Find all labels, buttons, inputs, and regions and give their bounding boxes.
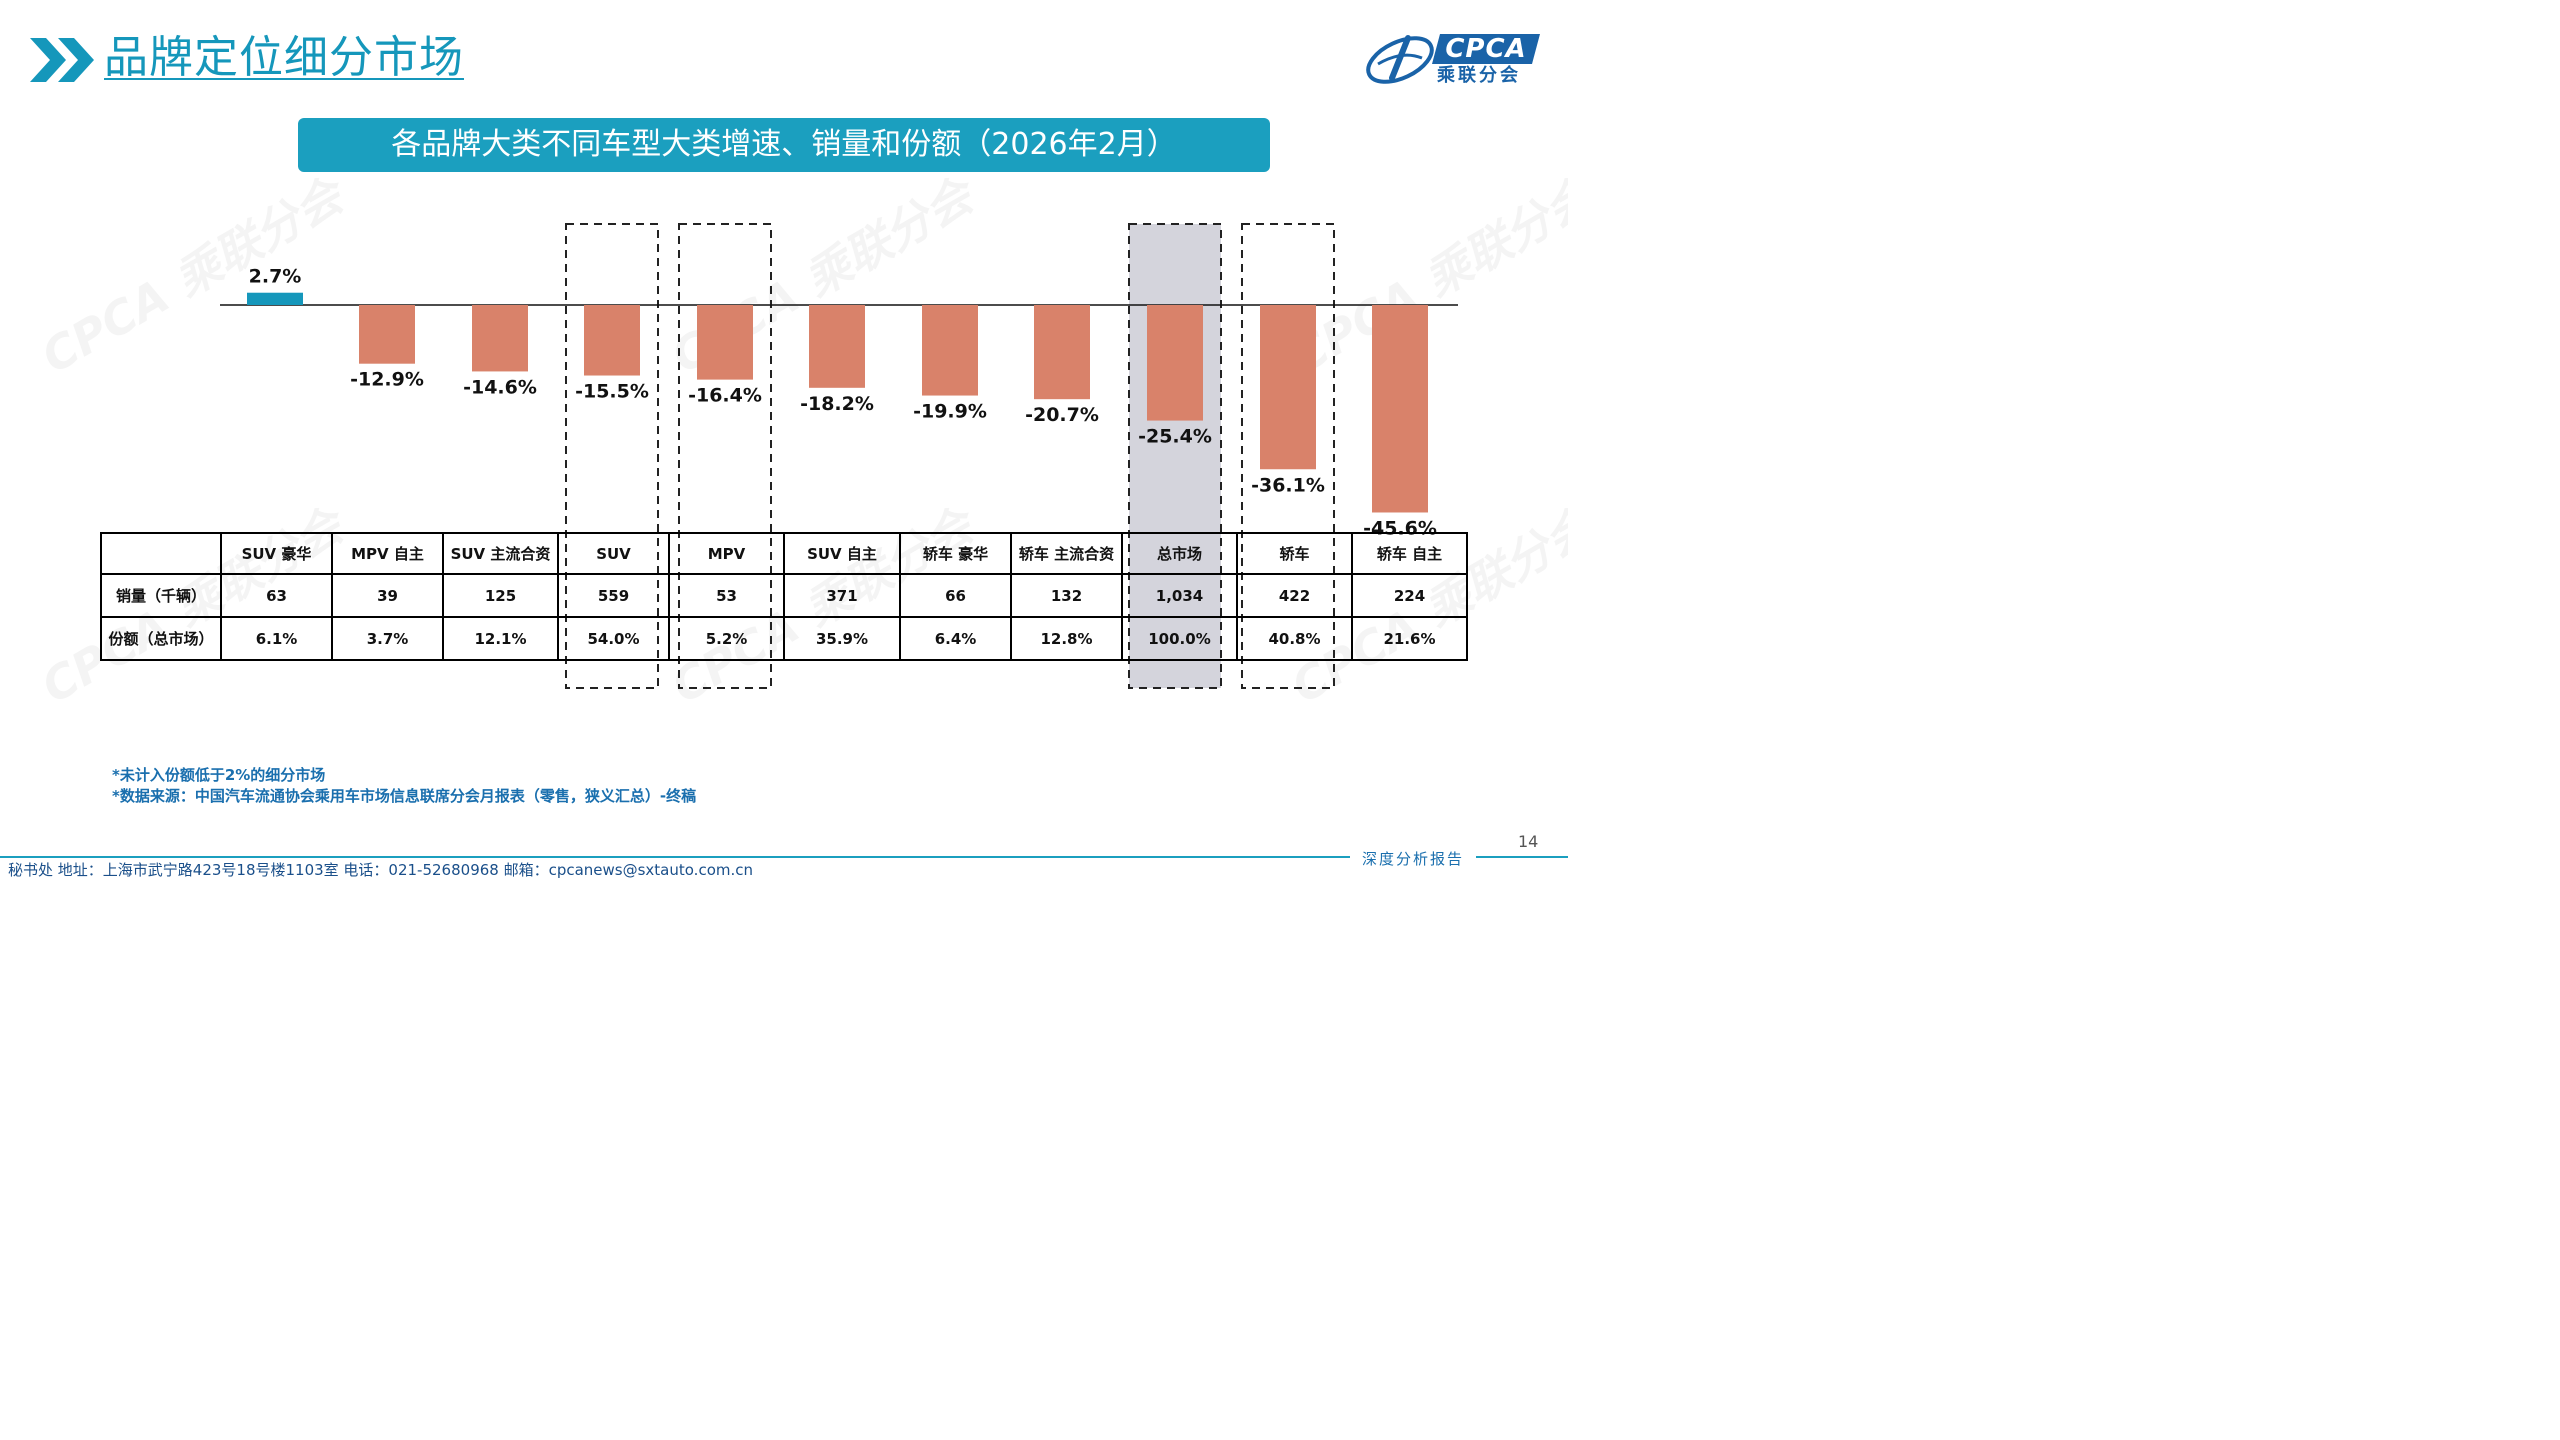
footnote: *未计入份额低于2%的细分市场 bbox=[112, 766, 326, 784]
data-label: -14.6% bbox=[463, 376, 537, 398]
bar bbox=[1260, 305, 1316, 470]
page-number: 14 bbox=[1518, 832, 1539, 851]
table-cell: 422 bbox=[1236, 573, 1353, 618]
data-label: 2.7% bbox=[249, 266, 302, 288]
bar bbox=[922, 305, 978, 396]
bar bbox=[1034, 305, 1090, 400]
table-header-cell: SUV 自主 bbox=[783, 532, 901, 575]
table-cell: 125 bbox=[442, 573, 559, 618]
table-cell: 54.0% bbox=[557, 616, 670, 661]
table-cell: 53 bbox=[668, 573, 785, 618]
table-cell: 559 bbox=[557, 573, 670, 618]
bar bbox=[472, 305, 528, 372]
table-cell: 39 bbox=[331, 573, 444, 618]
table-header-cell: 总市场 bbox=[1121, 532, 1238, 575]
table-header-cell: 轿车 bbox=[1236, 532, 1353, 575]
bar bbox=[359, 305, 415, 364]
data-label: -36.1% bbox=[1251, 474, 1325, 496]
table-header-cell: SUV 主流合资 bbox=[442, 532, 559, 575]
table-cell: 6.1% bbox=[220, 616, 333, 661]
table-cell: 3.7% bbox=[331, 616, 444, 661]
bar bbox=[1147, 305, 1203, 421]
cpca-logo bbox=[1366, 34, 1540, 84]
bar bbox=[584, 305, 640, 376]
data-table: SUV 豪华 MPV 自主 SUV 主流合资 SUV MPV SUV 自主 轿车 豪华 轿车 … bbox=[100, 532, 1468, 661]
table-header-cell: 轿车 主流合资 bbox=[1010, 532, 1123, 575]
table-row: 销量（千辆） 63 39 125 559 53 371 66 132 1,034 422 224 bbox=[100, 573, 1468, 618]
table-cell: 63 bbox=[220, 573, 333, 618]
bar bbox=[1372, 305, 1428, 513]
table-cell: 224 bbox=[1351, 573, 1468, 618]
table-cell: 35.9% bbox=[783, 616, 901, 661]
table-row-label: 份额（总市场） bbox=[100, 616, 222, 661]
table-cell: 12.8% bbox=[1010, 616, 1123, 661]
table-cell: 371 bbox=[783, 573, 901, 618]
table-header-cell: MPV 自主 bbox=[331, 532, 444, 575]
footer-divider bbox=[0, 856, 1350, 858]
table-header-cell: SUV bbox=[557, 532, 670, 575]
watermark: CPCA 乘联分会 bbox=[33, 166, 357, 384]
slide: 品牌定位细分市场 CPCA 乘联分会 各品牌大类不同车型大类增速、销量和份额（2… bbox=[0, 0, 1568, 882]
bar bbox=[247, 292, 303, 305]
bar bbox=[809, 305, 865, 388]
data-label: -12.9% bbox=[350, 369, 424, 391]
data-label: -20.7% bbox=[1025, 404, 1099, 426]
chart-title: 各品牌大类不同车型大类增速、销量和份额（2026年2月） bbox=[298, 118, 1270, 172]
table-row-label: 销量（千辆） bbox=[100, 573, 222, 618]
bar bbox=[697, 305, 753, 380]
table-cell: 66 bbox=[899, 573, 1012, 618]
chevron-double-icon bbox=[30, 38, 94, 82]
table-cell: 12.1% bbox=[442, 616, 559, 661]
data-label: -25.4% bbox=[1138, 426, 1212, 448]
footer-contact: 秘书处 地址：上海市武宁路423号18号楼1103室 电话：021-526809… bbox=[8, 861, 754, 879]
footer-tag: 深度分析报告 bbox=[1362, 850, 1465, 868]
table-header-cell: MPV bbox=[668, 532, 785, 575]
table-row: 份额（总市场） 6.1% 3.7% 12.1% 54.0% 5.2% 35.9% 6.4% 12… bbox=[100, 616, 1468, 661]
footer-divider-right bbox=[1476, 856, 1568, 858]
table-cell: 1,034 bbox=[1121, 573, 1238, 618]
table-header-cell: 轿车 自主 bbox=[1351, 532, 1468, 575]
source-note: *数据来源：中国汽车流通协会乘用车市场信息联席分会月报表（零售，狭义汇总）-终稿 bbox=[112, 787, 697, 805]
table-cell: 5.2% bbox=[668, 616, 785, 661]
table-header-row: SUV 豪华 MPV 自主 SUV 主流合资 SUV MPV SUV 自主 轿车 豪华 轿车 … bbox=[100, 532, 1468, 575]
table-cell: 21.6% bbox=[1351, 616, 1468, 661]
data-label: -16.4% bbox=[688, 385, 762, 407]
data-label: -19.9% bbox=[913, 401, 987, 423]
logo-text: CPCA bbox=[1445, 34, 1527, 64]
logo-cn: 乘联分会 bbox=[1437, 65, 1521, 86]
page-title: 品牌定位细分市场 bbox=[104, 32, 464, 83]
table-header-cell: SUV 豪华 bbox=[220, 532, 333, 575]
table-cell: 132 bbox=[1010, 573, 1123, 618]
table-header-cell: 轿车 豪华 bbox=[899, 532, 1012, 575]
table-cell: 100.0% bbox=[1121, 616, 1238, 661]
data-label: -15.5% bbox=[575, 381, 649, 403]
table-cell: 40.8% bbox=[1236, 616, 1353, 661]
table-cell: 6.4% bbox=[899, 616, 1012, 661]
data-label: -18.2% bbox=[800, 393, 874, 415]
table-corner bbox=[100, 532, 222, 575]
watermark: CPCA 乘联分会 bbox=[663, 166, 987, 384]
watermark: CPCA 乘联分会 bbox=[1283, 166, 1568, 384]
